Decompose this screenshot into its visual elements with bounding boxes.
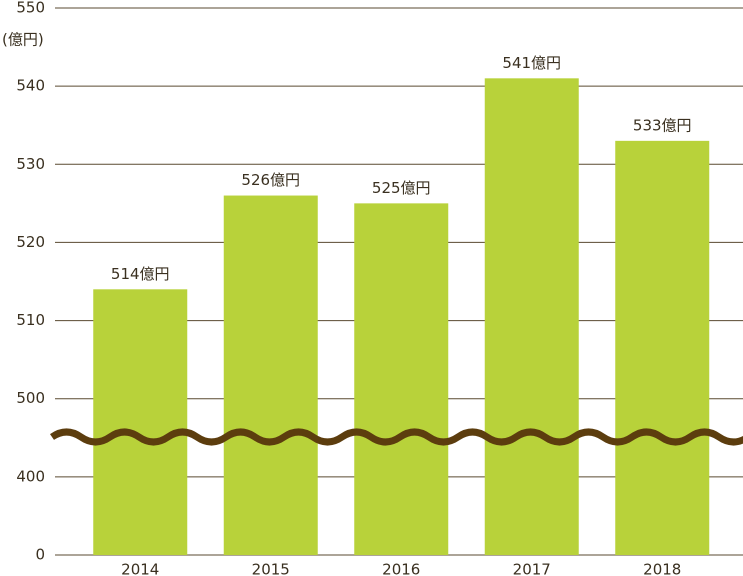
- y-tick-label: 550: [16, 0, 45, 17]
- value-label: 514億円: [111, 265, 170, 283]
- x-tick-label: 2016: [382, 561, 420, 576]
- bar: [354, 203, 449, 555]
- value-label: 525億円: [372, 179, 431, 197]
- bar: [223, 195, 318, 556]
- y-unit: (億円): [2, 31, 44, 49]
- axis-break: [50, 428, 743, 446]
- y-tick-label: 530: [16, 155, 45, 173]
- y-tick-label: 500: [16, 389, 45, 407]
- x-tick-label: 2018: [643, 561, 681, 576]
- y-tick-label: 400: [16, 467, 45, 485]
- y-tick-label: 540: [16, 77, 45, 95]
- x-tick-label: 2017: [513, 561, 551, 576]
- value-label: 541億円: [502, 54, 561, 72]
- value-label: 526億円: [241, 171, 300, 189]
- bar: [484, 78, 579, 555]
- y-tick-label: 510: [16, 311, 45, 329]
- y-tick-label: 0: [35, 546, 45, 564]
- value-label: 533億円: [633, 116, 692, 134]
- x-tick-label: 2014: [121, 561, 159, 576]
- y-tick-label: 520: [16, 233, 45, 251]
- bar: [615, 140, 710, 556]
- x-tick-label: 2015: [252, 561, 290, 576]
- bar: [93, 289, 188, 555]
